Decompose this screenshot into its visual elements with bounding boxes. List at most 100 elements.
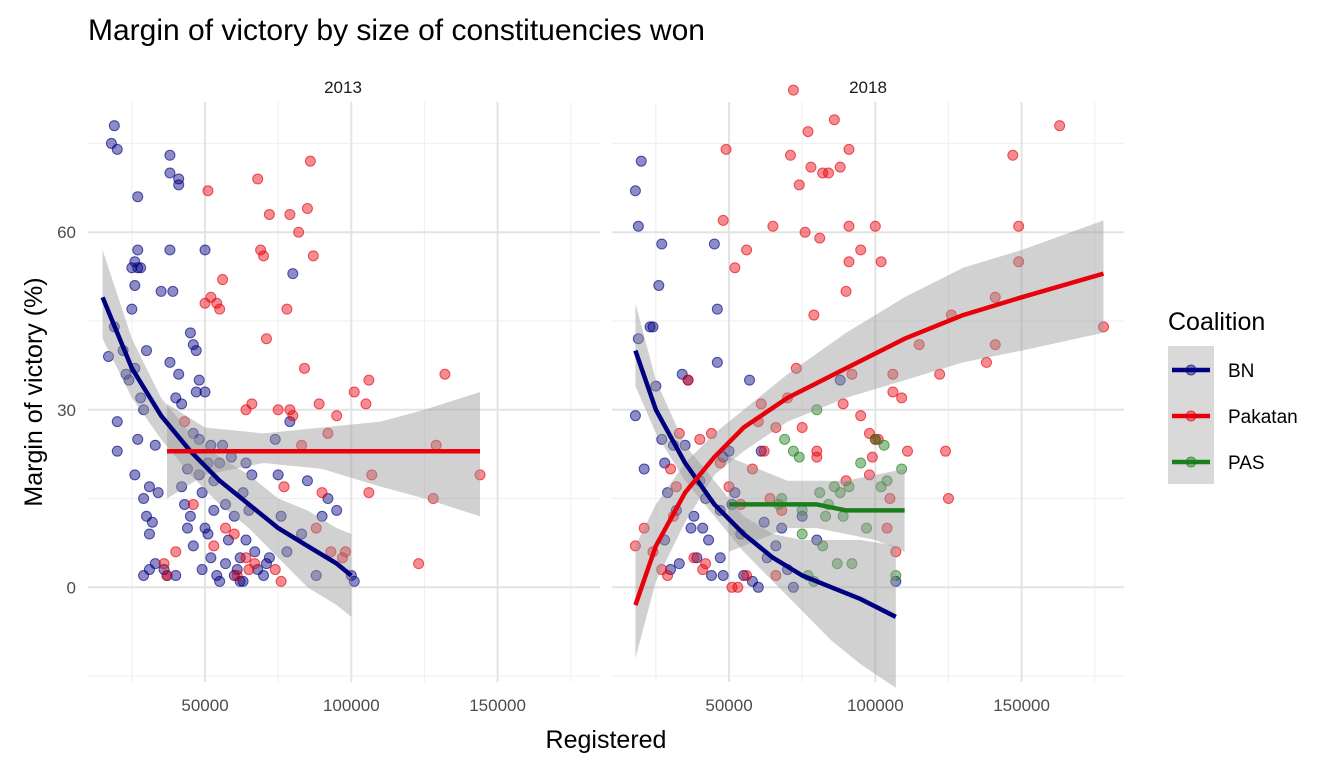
point-pakatan — [161, 569, 173, 581]
point-pas — [811, 404, 823, 416]
point-pakatan — [940, 445, 952, 457]
point-pakatan — [220, 522, 232, 534]
point-bn — [164, 356, 176, 368]
point-pakatan — [316, 487, 328, 499]
point-pakatan — [284, 404, 296, 416]
point-pas — [846, 558, 858, 570]
point-bn — [187, 339, 199, 351]
point-bn — [190, 345, 202, 357]
point-pakatan — [170, 546, 182, 558]
point-bn — [635, 155, 647, 167]
panel-2013: 2013 50000 100000 150000 0 30 60 — [57, 78, 600, 715]
legend-title: Coalition — [1168, 308, 1265, 336]
point-bn — [111, 445, 123, 457]
point-bn — [263, 552, 275, 564]
point-bn — [688, 510, 700, 522]
point-bn — [284, 416, 296, 428]
point-bn — [193, 374, 205, 386]
point-pakatan — [890, 546, 902, 558]
point-bn — [234, 552, 246, 564]
point-bn — [176, 398, 188, 410]
point-bn — [187, 540, 199, 552]
point-pakatan — [258, 250, 270, 262]
point-bn — [120, 368, 132, 380]
point-bn — [190, 386, 202, 398]
point-pakatan — [823, 167, 835, 179]
point-pakatan — [784, 149, 796, 161]
point-bn — [638, 463, 650, 475]
point-bn — [205, 552, 217, 564]
legend-dot-pakatan — [1185, 410, 1197, 422]
point-bn — [146, 516, 158, 528]
point-pakatan — [828, 114, 840, 126]
point-bn — [193, 433, 205, 445]
point-pakatan — [787, 84, 799, 96]
point-bn — [132, 244, 144, 256]
point-pas — [817, 540, 829, 552]
point-pakatan — [896, 392, 908, 404]
point-pakatan — [293, 226, 305, 238]
point-bn — [632, 333, 644, 345]
point-bn — [834, 374, 846, 386]
point-pakatan — [299, 362, 311, 374]
point-bn — [738, 569, 750, 581]
point-bn — [170, 569, 182, 581]
point-pakatan — [366, 469, 378, 481]
point-bn — [132, 191, 144, 203]
point-pakatan — [697, 564, 709, 576]
point-pakatan — [881, 522, 893, 534]
point-bn — [158, 564, 170, 576]
point-bn — [272, 469, 284, 481]
point-bn — [758, 516, 770, 528]
legend-label-bn: BN — [1228, 361, 1254, 382]
trend-line-bn — [633, 349, 897, 619]
point-pakatan — [980, 356, 992, 368]
point-pakatan — [263, 208, 275, 220]
series-pakatan-points — [158, 155, 486, 587]
point-pakatan — [310, 522, 322, 534]
point-pakatan — [705, 427, 717, 439]
point-pas — [796, 528, 808, 540]
confidence-band-bn — [635, 303, 896, 688]
point-bn — [228, 510, 240, 522]
point-pakatan — [866, 451, 878, 463]
point-bn — [126, 303, 138, 315]
point-bn — [755, 445, 767, 457]
point-bn — [796, 510, 808, 522]
point-bn — [108, 120, 120, 132]
point-bn — [656, 238, 668, 250]
point-bn — [167, 285, 179, 297]
trend-line-pakatan — [633, 271, 1105, 606]
point-pakatan — [249, 558, 261, 570]
point-pas — [814, 487, 826, 499]
point-bn — [301, 475, 313, 487]
point-pakatan — [217, 274, 229, 286]
point-bn — [211, 569, 223, 581]
point-pakatan — [348, 386, 360, 398]
point-pakatan — [834, 161, 846, 173]
point-pakatan — [1054, 120, 1066, 132]
point-pas — [779, 433, 791, 445]
point-pakatan — [770, 422, 782, 434]
point-pakatan — [887, 386, 899, 398]
x-tick-label: 50000 — [181, 696, 228, 715]
point-bn — [231, 564, 243, 576]
point-pakatan — [700, 558, 712, 570]
point-pakatan — [287, 410, 299, 422]
point-pakatan — [863, 469, 875, 481]
point-bn — [181, 463, 193, 475]
x-tick-label: 100000 — [323, 696, 380, 715]
point-bn — [149, 558, 161, 570]
point-bn — [199, 386, 211, 398]
point-pakatan — [665, 463, 677, 475]
point-pakatan — [1098, 321, 1110, 333]
point-pakatan — [629, 540, 641, 552]
point-bn — [126, 262, 138, 274]
point-bn — [260, 558, 272, 570]
point-bn — [164, 149, 176, 161]
point-bn — [275, 510, 287, 522]
point-pakatan — [187, 498, 199, 510]
point-bn — [647, 321, 659, 333]
point-bn — [143, 481, 155, 493]
point-pakatan — [837, 398, 849, 410]
